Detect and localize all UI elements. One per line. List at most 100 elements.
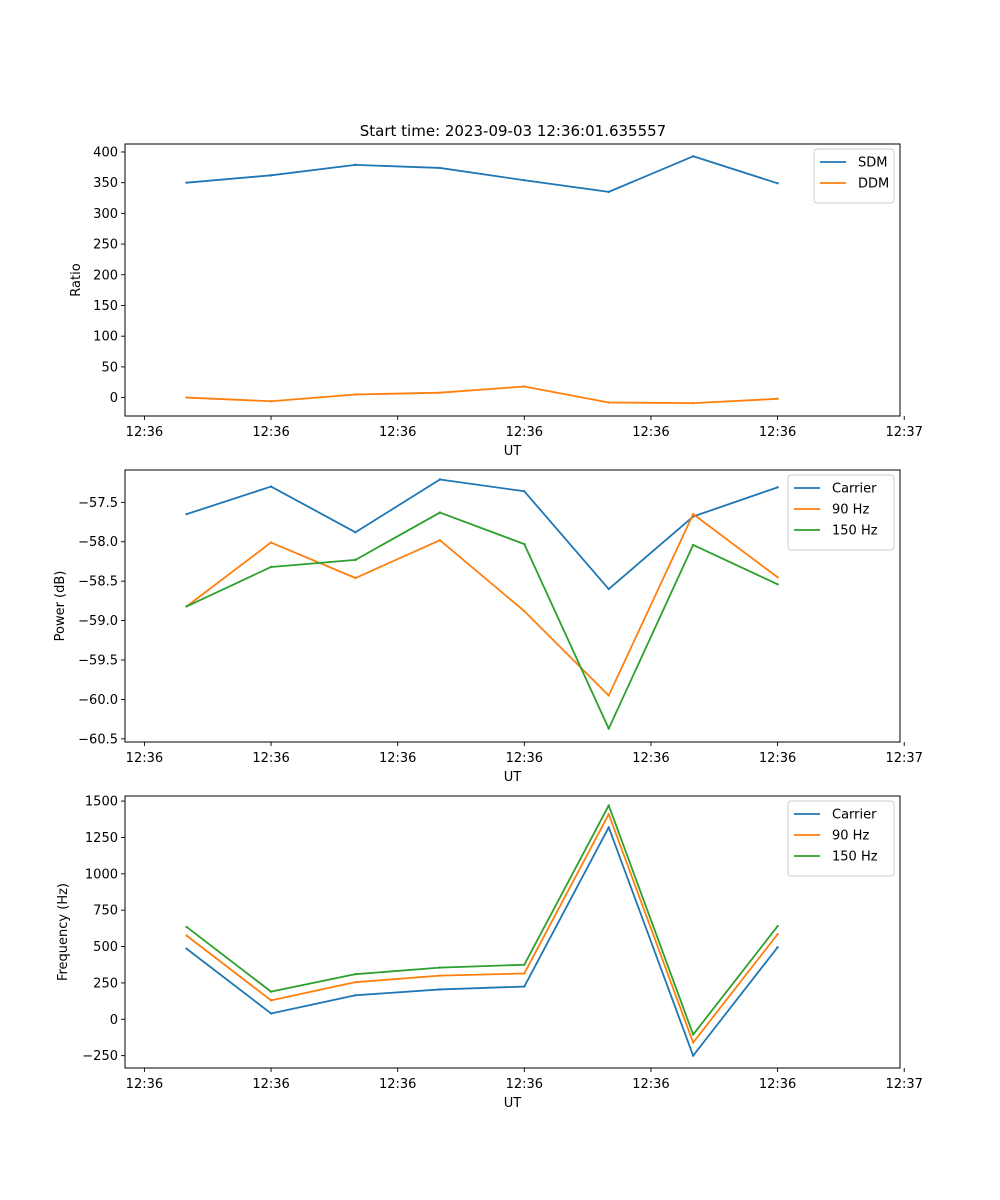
- data-point: [523, 542, 526, 546]
- y-tick-label: −57.5: [78, 496, 118, 511]
- panel-2: −60.5 −60.0 −59.5 −59.0 −58.5 −58.0 −57.5 12:36…: [53, 469, 923, 785]
- legend-label: Carrier: [832, 482, 877, 497]
- y-tick-label: 350: [93, 176, 118, 191]
- y-tick-label: 200: [93, 268, 118, 283]
- data-point: [269, 541, 273, 544]
- x-tick-label: 12:36: [759, 1077, 796, 1092]
- data-point: [691, 512, 695, 516]
- data-point: [776, 932, 779, 936]
- data-point: [438, 391, 442, 394]
- x-tick-label: 12:36: [506, 1077, 543, 1092]
- y-tick-label: −59.0: [78, 614, 118, 629]
- y-tick-label: 50: [101, 360, 118, 375]
- x-tick-label: 12:37: [885, 425, 922, 440]
- series-line-150-hz: [186, 804, 779, 1036]
- data-point: [354, 972, 357, 976]
- data-point: [776, 182, 779, 185]
- data-point: [185, 605, 188, 608]
- x-tick-label: 12:36: [252, 751, 289, 766]
- y-tick-label: −60.0: [78, 693, 118, 708]
- y-tick-label: 750: [93, 904, 118, 919]
- data-point: [438, 511, 442, 514]
- data-point: [691, 1041, 695, 1044]
- data-point: [269, 999, 273, 1002]
- data-point: [523, 490, 526, 493]
- y-tick-label: 400: [93, 145, 118, 160]
- series-line-carrier: [186, 826, 779, 1057]
- data-point: [691, 1054, 695, 1057]
- x-tick-label: 12:36: [759, 751, 796, 766]
- x-axis-label: UT: [504, 770, 522, 785]
- data-point: [523, 963, 526, 966]
- y-tick-label: 150: [93, 299, 118, 314]
- y-tick-label: −58.0: [78, 535, 118, 550]
- data-point: [607, 694, 610, 697]
- x-axis-label: UT: [504, 1096, 522, 1111]
- data-point: [438, 166, 442, 170]
- y-tick-label: 500: [93, 940, 118, 955]
- data-point: [354, 576, 357, 580]
- legend-box: [787, 800, 895, 877]
- data-point: [269, 990, 273, 993]
- y-axis-label: Power (dB): [53, 571, 68, 642]
- series-line-90-hz: [186, 813, 779, 1044]
- y-tick-label: 300: [93, 207, 118, 222]
- y-tick-label: 1500: [85, 795, 118, 810]
- x-tick-label: 12:36: [379, 751, 416, 766]
- x-tick-label: 12:36: [126, 425, 163, 440]
- data-point: [776, 576, 779, 579]
- legend-box: [787, 474, 895, 551]
- data-point: [607, 587, 610, 591]
- data-point: [354, 531, 357, 534]
- data-point: [691, 401, 695, 405]
- data-point: [607, 804, 610, 807]
- y-axis-label: Frequency (Hz): [56, 883, 71, 981]
- data-point: [776, 397, 779, 401]
- data-point: [523, 985, 526, 988]
- data-point: [185, 947, 188, 950]
- x-tick-label: 12:37: [885, 751, 922, 766]
- data-point: [607, 812, 610, 816]
- x-tick-label: 12:37: [885, 1077, 922, 1092]
- axes-frame: [124, 143, 901, 417]
- data-point: [354, 558, 357, 562]
- data-point: [607, 401, 610, 404]
- y-tick-label: −60.5: [78, 732, 118, 747]
- data-point: [185, 925, 188, 929]
- data-point: [438, 538, 442, 542]
- data-point: [269, 565, 273, 569]
- data-point: [607, 727, 610, 730]
- data-point: [691, 155, 695, 158]
- data-point: [269, 400, 273, 403]
- legend: SDM DDM: [813, 148, 895, 204]
- legend-label: Carrier: [832, 808, 877, 823]
- data-point: [269, 174, 273, 177]
- x-tick-label: 12:36: [632, 751, 669, 766]
- x-tick-label: 12:36: [506, 751, 543, 766]
- series-line-ddm: [186, 385, 778, 405]
- legend-label: 150 Hz: [832, 524, 878, 539]
- data-point: [438, 974, 442, 977]
- data-point: [607, 190, 610, 194]
- axes-frame: [124, 469, 901, 743]
- y-tick-label: −250: [82, 1049, 118, 1064]
- legend-label: 150 Hz: [832, 850, 878, 865]
- data-point: [185, 512, 188, 516]
- x-tick-label: 12:36: [126, 1077, 163, 1092]
- data-point: [523, 385, 526, 388]
- data-point: [354, 994, 357, 997]
- x-tick-label: 12:36: [759, 425, 796, 440]
- data-point: [523, 609, 526, 613]
- x-tick-label: 12:36: [379, 1077, 416, 1092]
- legend-label: 90 Hz: [832, 503, 869, 518]
- y-axis-label: Ratio: [69, 263, 84, 296]
- data-point: [185, 396, 188, 399]
- y-tick-label: 0: [110, 1013, 118, 1028]
- data-point: [776, 486, 779, 489]
- legend-label: SDM: [858, 156, 887, 171]
- panel-1: 0 50 100 150 200 250 300 350 400 12:36 12:36 12:36 1…: [69, 143, 923, 459]
- y-tick-label: 1000: [85, 867, 118, 882]
- data-point: [523, 972, 526, 975]
- data-point: [776, 583, 779, 586]
